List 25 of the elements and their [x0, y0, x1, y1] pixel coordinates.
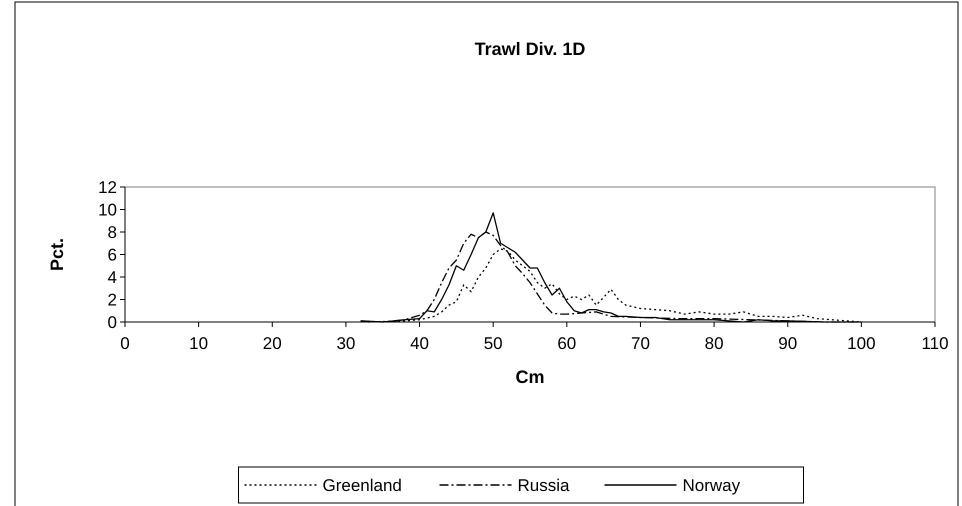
- x-axis-title: Cm: [515, 367, 545, 387]
- x-tick-label: 30: [336, 334, 356, 353]
- x-tick-label: 50: [484, 334, 503, 353]
- y-tick-label: 0: [108, 313, 117, 332]
- x-tick-label: 0: [120, 334, 130, 353]
- x-tick-label: 70: [630, 334, 650, 353]
- y-tick-label: 10: [98, 200, 117, 220]
- x-tick-label: 10: [189, 334, 208, 353]
- x-tick-label: 60: [557, 334, 576, 353]
- legend-label: Norway: [682, 476, 741, 495]
- y-tick-label: 2: [108, 290, 117, 310]
- x-tick-label: 100: [847, 334, 876, 353]
- x-tick-label: 110: [921, 334, 949, 353]
- chart-title: Trawl Div. 1D: [474, 39, 586, 59]
- x-tick-label: 40: [410, 334, 430, 353]
- x-tick-label: 20: [262, 334, 282, 353]
- x-tick-label: 80: [704, 334, 724, 353]
- x-tick-label: 90: [778, 334, 798, 353]
- y-tick-label: 6: [108, 246, 117, 264]
- y-tick-label: 4: [108, 268, 117, 287]
- y-tick-label: 12: [98, 178, 117, 197]
- y-tick-label: 8: [108, 223, 117, 242]
- y-axis-title: Pct.: [47, 238, 67, 272]
- legend-label: Russia: [518, 476, 570, 495]
- legend-label: Greenland: [322, 476, 402, 495]
